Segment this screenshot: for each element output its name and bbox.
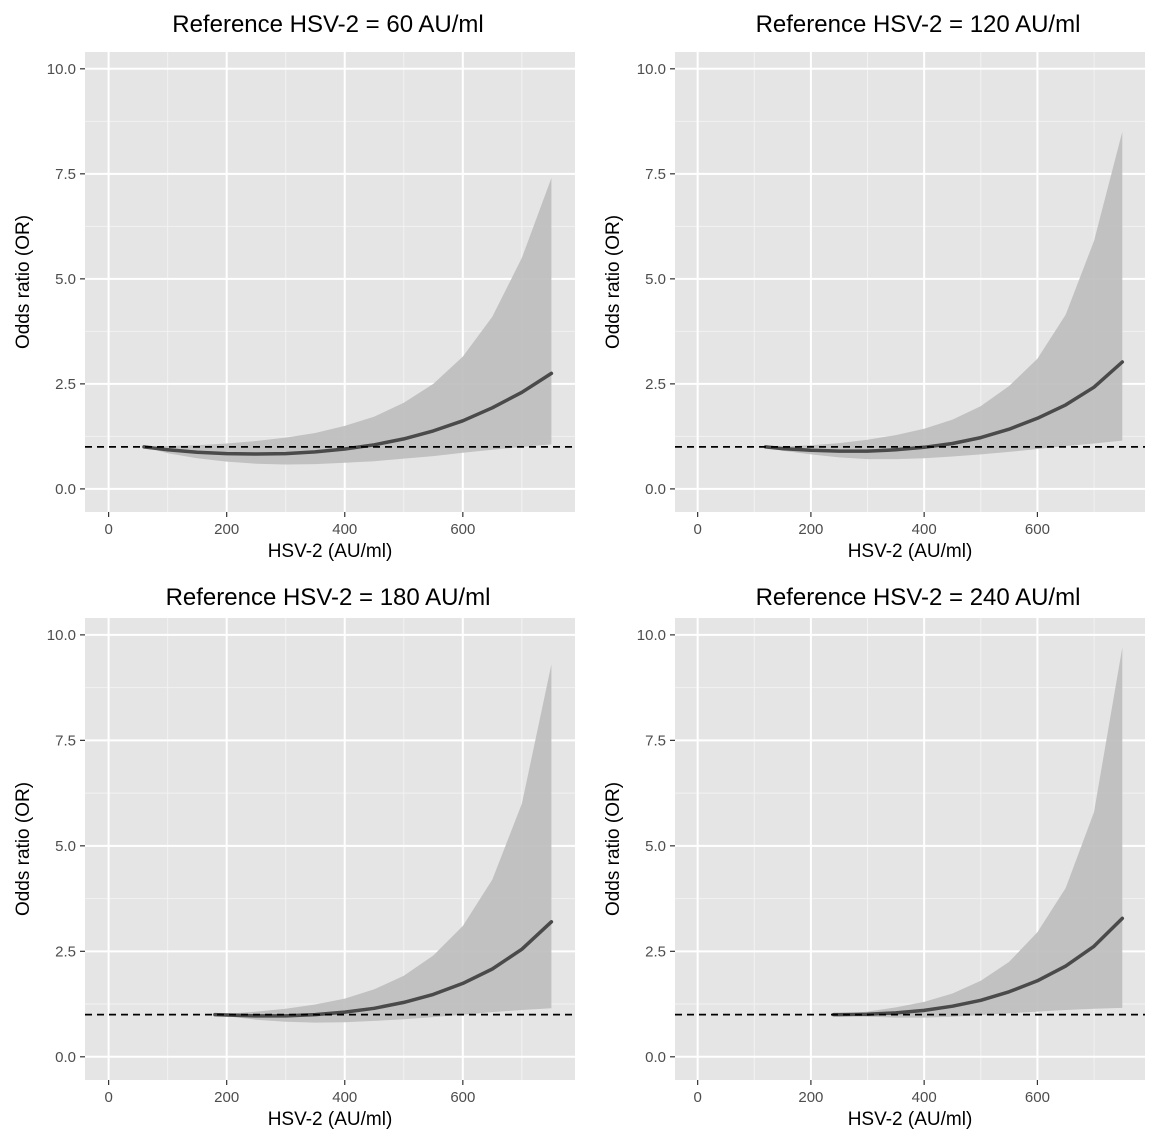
x-axis-label: HSV-2 (AU/ml): [268, 1109, 393, 1130]
y-axis-label: Odds ratio (OR): [603, 782, 624, 916]
y-tick-label: 0.0: [55, 481, 76, 498]
chart-panel: 0 200 400 600 0.0 2.5 5.0 7.5 10.0 Reference HSV-…: [13, 11, 575, 562]
odds-ratio-curve: [213, 920, 554, 1018]
chart-title: Reference HSV-2 = 180 AU/ml: [166, 584, 491, 611]
chart-title: Reference HSV-2 = 60 AU/ml: [172, 11, 483, 38]
y-axis-label: Odds ratio (OR): [603, 215, 624, 349]
y-tick-label: 10.0: [47, 61, 76, 78]
y-axis-label: Odds ratio (OR): [13, 215, 34, 349]
x-axis-label: HSV-2 (AU/ml): [848, 1109, 973, 1130]
y-tick-label: 10.0: [637, 61, 666, 78]
x-tick-label: 400: [912, 1089, 937, 1106]
y-tick-label: 7.5: [645, 166, 666, 183]
chart-title: Reference HSV-2 = 120 AU/ml: [756, 11, 1081, 38]
y-tick-label: 5.0: [55, 838, 76, 855]
y-tick-label: 5.0: [645, 271, 666, 288]
x-tick-label: 400: [332, 521, 357, 538]
x-axis-label: HSV-2 (AU/ml): [848, 541, 973, 562]
y-tick-label: 2.5: [55, 943, 76, 960]
x-tick-label: 600: [450, 521, 475, 538]
odds-ratio-curve: [142, 371, 554, 456]
confidence-band: [833, 647, 1123, 1018]
y-tick-label: 7.5: [645, 732, 666, 749]
x-tick-label: 200: [798, 521, 823, 538]
confidence-band: [144, 178, 552, 465]
y-tick-label: 10.0: [637, 627, 666, 644]
x-tick-label: 0: [104, 1089, 112, 1106]
x-tick-label: 400: [332, 1089, 357, 1106]
y-tick-label: 2.5: [645, 376, 666, 393]
y-tick-label: 0.0: [645, 481, 666, 498]
y-tick-label: 5.0: [55, 271, 76, 288]
y-tick-label: 7.5: [55, 166, 76, 183]
y-tick-label: 2.5: [645, 943, 666, 960]
y-tick-label: 2.5: [55, 376, 76, 393]
odds-ratio-curve: [831, 916, 1125, 1017]
chart-title: Reference HSV-2 = 240 AU/ml: [756, 584, 1081, 611]
x-tick-label: 400: [912, 521, 937, 538]
odds-ratio-curve: [763, 360, 1125, 453]
y-axis-label: Odds ratio (OR): [13, 782, 34, 916]
confidence-band: [214, 664, 552, 1023]
chart-panel: 0 200 400 600 0.0 2.5 5.0 7.5 10.0 Reference HSV-…: [603, 584, 1145, 1130]
confidence-band: [765, 131, 1123, 460]
x-tick-label: 0: [693, 521, 701, 538]
y-tick-label: 0.0: [645, 1049, 666, 1066]
x-tick-label: 600: [1025, 1089, 1050, 1106]
y-tick-label: 10.0: [47, 627, 76, 644]
x-tick-label: 200: [214, 521, 239, 538]
x-tick-label: 0: [104, 521, 112, 538]
x-tick-label: 600: [1025, 521, 1050, 538]
y-tick-label: 0.0: [55, 1049, 76, 1066]
chart-panel: 0 200 400 600 0.0 2.5 5.0 7.5 10.0 Reference HSV-…: [13, 584, 575, 1130]
x-axis-label: HSV-2 (AU/ml): [268, 541, 393, 562]
y-tick-label: 7.5: [55, 732, 76, 749]
x-tick-label: 0: [693, 1089, 701, 1106]
x-tick-label: 600: [450, 1089, 475, 1106]
x-tick-label: 200: [214, 1089, 239, 1106]
x-tick-label: 200: [798, 1089, 823, 1106]
y-tick-label: 5.0: [645, 838, 666, 855]
chart-panel: 0 200 400 600 0.0 2.5 5.0 7.5 10.0 Reference HSV-…: [603, 11, 1145, 562]
